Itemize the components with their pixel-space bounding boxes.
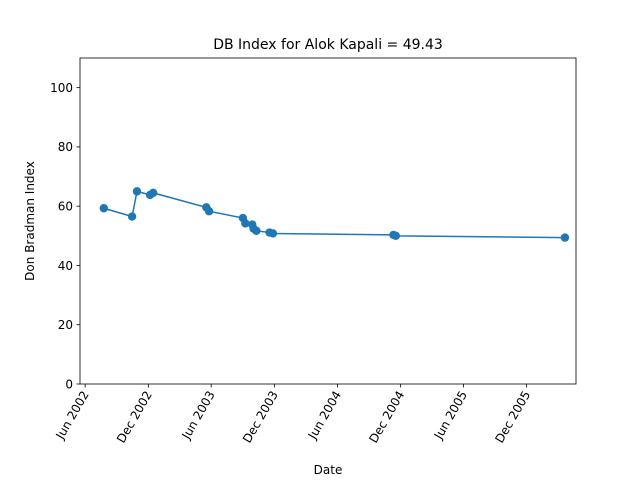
data-point-13 — [268, 229, 278, 238]
data-point-11 — [252, 226, 261, 235]
y-tick-label-40: 40 — [58, 259, 73, 273]
chart-title: DB Index for Alok Kapali = 49.43 — [213, 37, 443, 53]
x-tick-label-7: Dec 2005 — [492, 389, 533, 446]
x-tick-label-6: Jun 2005 — [431, 389, 470, 443]
data-point-15 — [391, 231, 401, 241]
x-tick-label-5: Dec 2004 — [366, 389, 407, 446]
data-point-16 — [560, 233, 570, 242]
x-tick-label-1: Dec 2002 — [114, 389, 155, 446]
series-line — [103, 190, 565, 239]
y-tick-label-0: 0 — [65, 377, 73, 391]
x-axis-label: Date — [314, 463, 343, 477]
data-point-0 — [99, 204, 109, 213]
y-tick-label-100: 100 — [50, 81, 73, 95]
axes-frame — [79, 57, 577, 385]
data-point-4 — [148, 188, 158, 198]
x-tick-label-2: Jun 2003 — [179, 389, 218, 443]
y-axis-label: Don Bradman Index — [23, 161, 37, 281]
data-point-2 — [132, 187, 142, 196]
plot-area: 0 20 40 60 80 100 Jun 2002 Dec 2002 Jun 2003 Dec … — [50, 57, 577, 446]
x-tick-label-4: Jun 2004 — [305, 389, 344, 443]
data-point-8 — [241, 219, 250, 228]
y-tick-label-60: 60 — [58, 199, 73, 213]
data-point-6 — [204, 207, 214, 216]
x-tick-label-0: Jun 2002 — [53, 389, 92, 443]
y-tick-label-80: 80 — [58, 140, 73, 154]
data-point-1 — [127, 212, 137, 221]
x-tick-label-3: Dec 2003 — [240, 389, 281, 446]
y-tick-label-20: 20 — [58, 318, 73, 332]
